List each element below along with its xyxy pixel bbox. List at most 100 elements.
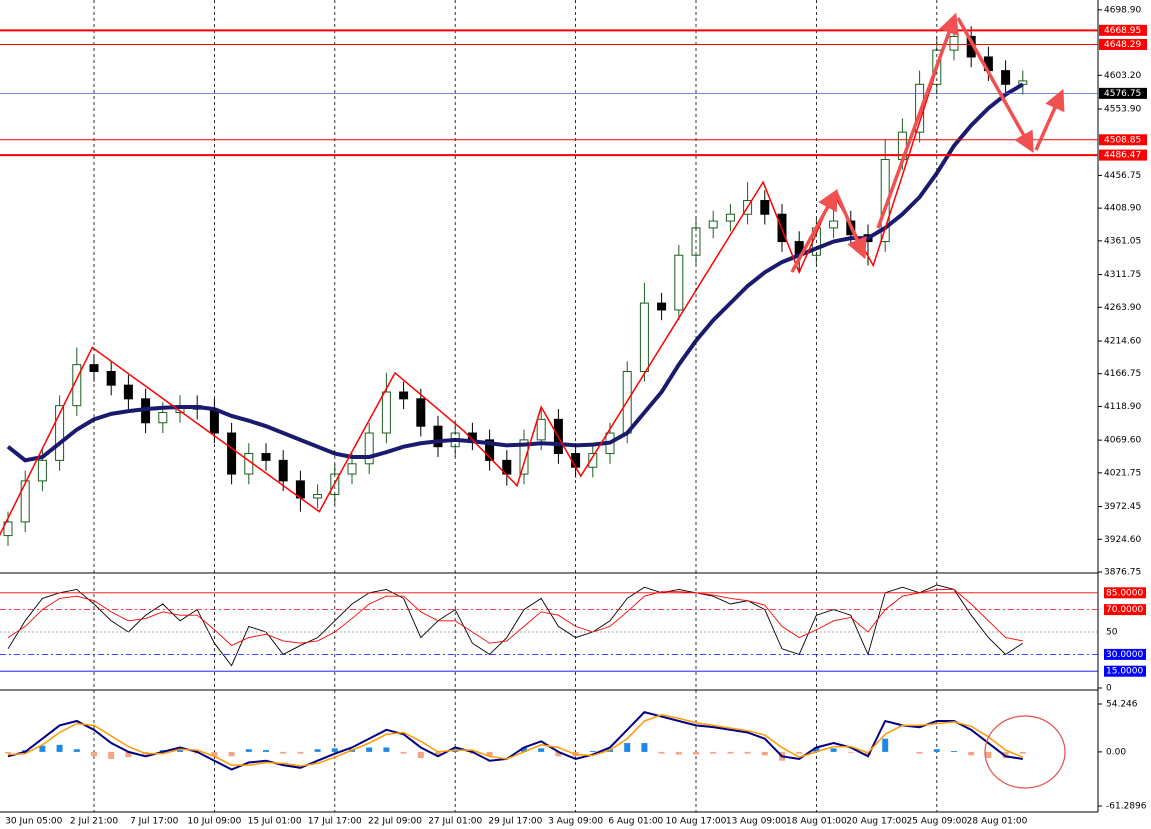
macd-line [7,714,1024,767]
y-tick-label: 4214.60 [1104,336,1141,346]
level-label-box [1099,24,1147,36]
histogram-bar [263,750,269,752]
candle-body [244,453,254,475]
arrow [834,191,867,260]
histogram-bar [796,751,803,754]
candle-body [485,439,495,461]
histogram-bar [951,751,957,752]
candle-body [278,459,288,482]
y-tick-label: 3876.75 [1104,568,1141,578]
histogram-bar [56,744,63,752]
candle-body [1001,70,1011,85]
histogram-bar [538,748,545,752]
histogram-bar [882,738,889,752]
x-tick-label: 13 Aug 09:00 [726,817,787,827]
candle-body [364,432,374,465]
y-tick-label: 4361.05 [1104,236,1141,246]
candle-body [399,391,409,400]
level-label-box [1099,134,1147,146]
y-tick-label: 3972.45 [1104,502,1141,512]
level-label-box [1104,665,1146,677]
histogram-bar [641,743,648,752]
histogram-bar [916,751,923,754]
oscillator-line [7,584,1024,667]
candle-body [3,521,13,537]
candle-body [708,220,718,229]
highlight-circle [984,715,1066,789]
level-label-box [1104,587,1146,599]
x-tick-label: 10 Jul 09:00 [187,817,241,827]
level-label-box [1104,604,1146,616]
histogram-bar [1019,751,1026,754]
x-tick-label: 3 Aug 09:00 [548,817,603,827]
histogram-bar [658,751,665,754]
histogram-bar [39,745,46,752]
y-tick-label: 0.00 [1106,747,1126,757]
zigzag [0,15,955,536]
histogram-bar [710,751,717,754]
histogram-bar [985,751,992,759]
histogram-bar [331,748,338,752]
candle-body [416,398,426,427]
histogram-bar [383,747,390,752]
histogram-bar [314,749,321,752]
x-tick-label: 17 Jul 17:00 [308,817,362,827]
y-tick-label: 4263.90 [1104,303,1141,313]
x-tick-label: 25 Aug 09:00 [906,817,967,827]
y-tick-label: 4166.75 [1104,369,1141,379]
candle-body [571,453,581,468]
x-tick-label: 28 Aug 01:00 [967,817,1028,827]
candle-body [829,220,839,229]
histogram-bar [297,751,304,754]
y-tick-label: 70.0000 [1106,605,1143,615]
histogram-bar [521,747,527,752]
macd-line [7,711,1023,771]
candle-body [20,480,30,523]
histogram-bar [486,751,493,757]
arrow [876,12,959,229]
candle-body [1018,80,1028,85]
level-label: 4668.95 [1104,26,1141,36]
panel [0,15,1028,546]
level-label: 4576.75 [1104,89,1141,99]
arrow [790,188,838,273]
x-tick-label: 27 Jul 01:00 [428,817,482,827]
candle-body [158,412,168,424]
level-label: 4648.29 [1104,40,1141,50]
y-tick-label: 85.0000 [1106,588,1143,598]
candle-body [519,439,529,475]
histogram-bar [865,751,871,756]
histogram-bar [675,751,682,755]
y-tick-label: 4698.90 [1104,5,1141,15]
histogram-bar [108,751,115,759]
histogram-bar [813,747,820,752]
histogram-bar [280,751,287,754]
moving-average [6,82,1024,463]
histogram-bar [91,751,97,757]
candle-body [106,370,116,386]
x-tick-label: 30 Jun 05:00 [5,817,62,827]
y-tick-label: 4021.75 [1104,468,1141,478]
panel [7,584,1024,667]
panel [5,711,1026,771]
histogram-bar [555,751,562,757]
x-tick-label: 2 Jul 21:00 [70,817,119,827]
candle-body [123,384,133,400]
histogram-bar [847,751,854,753]
candle-body [313,494,323,499]
candle-body [347,463,357,475]
histogram-bar [933,749,940,752]
level-label: 4508.85 [1104,135,1141,145]
level-label: 4486.47 [1104,151,1141,161]
x-tick-label: 10 Aug 17:00 [666,817,727,827]
y-tick-label: 30.0000 [1106,650,1143,660]
candle-body [674,254,684,311]
x-tick-label: 7 Jul 17:00 [130,817,179,827]
y-tick-label: -61.2896 [1106,802,1147,812]
histogram-bar [73,749,80,752]
histogram-bar [125,751,132,758]
histogram-bar [177,750,183,752]
y-tick-label: 4553.90 [1104,104,1141,114]
level-label-box [1099,38,1147,50]
